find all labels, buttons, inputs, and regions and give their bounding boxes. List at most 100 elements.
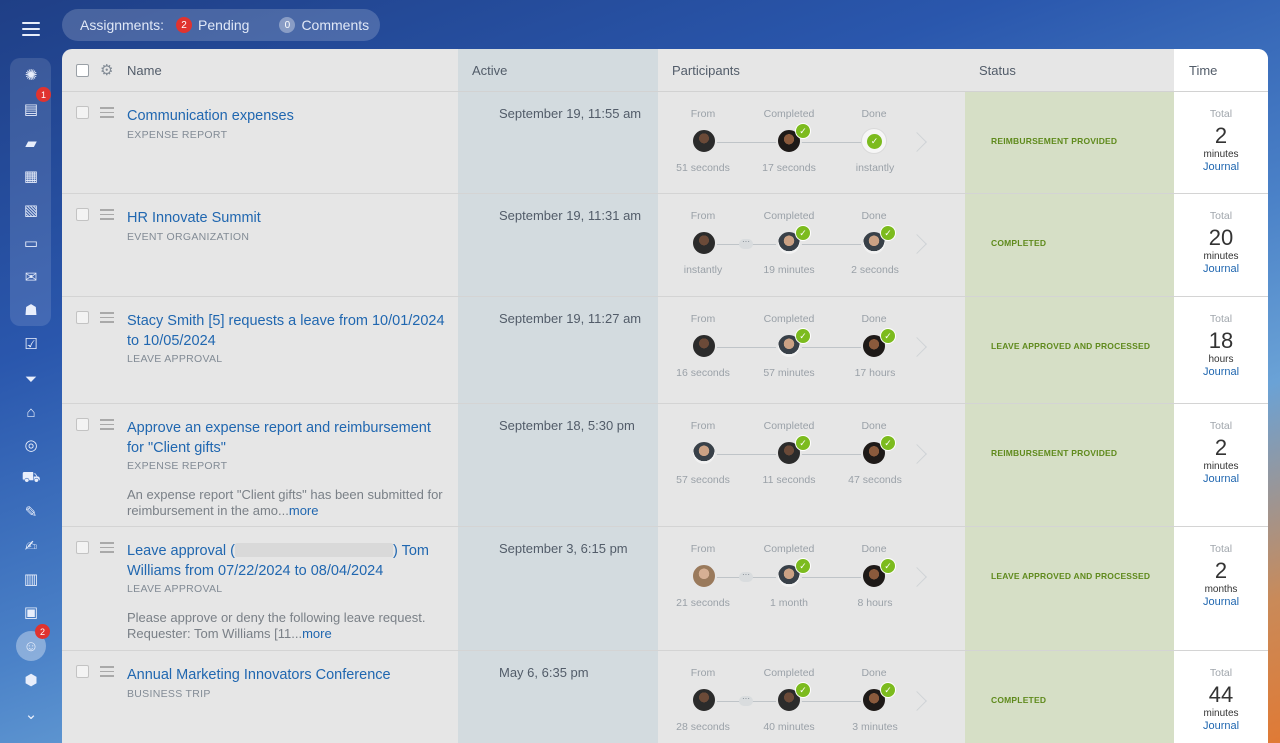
feed-icon[interactable]: ▤ 1: [15, 87, 51, 124]
row-checkbox[interactable]: [76, 208, 89, 221]
sites-icon[interactable]: ⌂: [26, 403, 36, 421]
avatar[interactable]: [776, 333, 802, 359]
header-status[interactable]: Status: [979, 63, 1016, 78]
row-menu-icon[interactable]: [100, 542, 114, 553]
avatar[interactable]: [861, 687, 887, 713]
row-title[interactable]: HR Innovate Summit: [127, 210, 261, 226]
pending-count[interactable]: 2: [176, 17, 193, 33]
table-row[interactable]: Stacy Smith [5] requests a leave from 10…: [62, 297, 1268, 404]
mail-icon[interactable]: ✉: [24, 269, 38, 286]
journal-link[interactable]: Journal: [1202, 473, 1240, 485]
comments-count[interactable]: 0: [279, 17, 296, 33]
stage-from-label: From: [690, 108, 716, 120]
avatar[interactable]: [691, 128, 717, 154]
row-checkbox[interactable]: [76, 418, 89, 431]
sidebar-pinned-group: [10, 58, 51, 326]
contacts-icon[interactable]: ▣: [23, 604, 39, 621]
status-column-bg: [965, 92, 1174, 743]
team-icon[interactable]: ☗: [24, 302, 38, 319]
goals-icon[interactable]: ◎: [24, 437, 38, 454]
stage-done-label: Done: [861, 108, 887, 120]
completed-time: 40 minutes: [763, 721, 815, 733]
more-icon[interactable]: ⌄: [24, 706, 38, 723]
time-value: 2: [1214, 435, 1228, 460]
completed-time: 19 minutes: [763, 264, 815, 276]
more-link[interactable]: more: [288, 502, 319, 518]
avatar[interactable]: [861, 440, 887, 466]
active-column-bg: [458, 49, 658, 743]
journal-link[interactable]: Journal: [1202, 596, 1240, 608]
avatar[interactable]: [776, 230, 802, 256]
copilot-icon[interactable]: ✺: [24, 67, 38, 84]
row-menu-icon[interactable]: [100, 107, 114, 118]
more-participants-icon[interactable]: ···: [739, 695, 753, 706]
time-total-label: Total: [1209, 210, 1233, 222]
avatar[interactable]: [691, 687, 717, 713]
journal-link[interactable]: Journal: [1202, 720, 1240, 732]
table-row[interactable]: Approve an expense report and reimbursem…: [62, 404, 1268, 527]
chevron-right-icon[interactable]: [907, 234, 927, 254]
avatar[interactable]: [691, 440, 717, 466]
row-checkbox[interactable]: [76, 311, 89, 324]
document-icon[interactable]: ▧: [23, 202, 39, 219]
stage-completed-label: Completed: [763, 313, 815, 325]
row-menu-icon[interactable]: [100, 419, 114, 430]
chevron-right-icon[interactable]: [907, 691, 927, 711]
settings-gear-icon[interactable]: ⚙: [100, 62, 114, 79]
more-participants-icon[interactable]: ···: [739, 238, 753, 249]
more-link[interactable]: more: [302, 625, 332, 641]
crm-icon[interactable]: ⏷: [24, 370, 37, 388]
avatar[interactable]: [776, 687, 802, 713]
header-participants[interactable]: Participants: [672, 63, 740, 78]
status-badge: REIMBURSEMENT PROVIDED: [991, 448, 1118, 458]
table-row[interactable]: Annual Marketing Innovators Conference B…: [62, 651, 1268, 743]
header-name[interactable]: Name: [127, 63, 162, 78]
sign-icon[interactable]: ✍: [24, 538, 38, 555]
journal-link[interactable]: Journal: [1202, 263, 1240, 275]
grid-header: ⚙ Name Active Participants Status Time: [62, 49, 1268, 92]
select-all-checkbox[interactable]: [76, 64, 89, 77]
table-row[interactable]: Communication expenses EXPENSE REPORT Se…: [62, 92, 1268, 194]
table-row[interactable]: HR Innovate Summit EVENT ORGANIZATION Se…: [62, 194, 1268, 297]
inventory-icon[interactable]: ⬢: [24, 672, 38, 689]
chevron-right-icon[interactable]: [907, 444, 927, 464]
row-title[interactable]: Leave approval () Tom Williams from 07/2…: [127, 542, 447, 581]
table-row[interactable]: Leave approval () Tom Williams from 07/2…: [62, 527, 1268, 651]
stage-completed-label: Completed: [763, 543, 815, 555]
header-active[interactable]: Active: [472, 63, 508, 78]
comments-filter[interactable]: Comments: [301, 17, 370, 33]
row-checkbox[interactable]: [76, 106, 89, 119]
row-title[interactable]: Communication expenses: [127, 108, 294, 124]
avatar[interactable]: [691, 333, 717, 359]
bot-icon[interactable]: ☺ 2: [16, 624, 50, 661]
drive-icon[interactable]: ▭: [23, 235, 39, 252]
avatar[interactable]: [691, 563, 717, 589]
chat-icon[interactable]: ▰: [25, 135, 37, 152]
row-checkbox[interactable]: [76, 665, 89, 678]
calendar-icon[interactable]: ▦: [23, 168, 39, 185]
tasks-icon[interactable]: ☑: [24, 336, 38, 353]
automation-icon[interactable]: ✎: [24, 504, 38, 521]
row-menu-icon[interactable]: [100, 209, 114, 220]
avatar[interactable]: [691, 230, 717, 256]
chevron-right-icon[interactable]: [907, 337, 927, 357]
status-badge: REIMBURSEMENT PROVIDED: [991, 136, 1118, 146]
chevron-right-icon[interactable]: [907, 132, 927, 152]
row-title[interactable]: Annual Marketing Innovators Conference: [127, 667, 391, 683]
row-menu-icon[interactable]: [100, 312, 114, 323]
row-checkbox[interactable]: [76, 541, 89, 554]
more-participants-icon[interactable]: ···: [739, 571, 753, 582]
row-title[interactable]: Stacy Smith [5] requests a leave from 10…: [127, 313, 445, 349]
journal-link[interactable]: Journal: [1202, 161, 1240, 173]
chevron-right-icon[interactable]: [907, 567, 927, 587]
row-title[interactable]: Approve an expense report and reimbursem…: [127, 420, 431, 456]
completed-time: 17 seconds: [762, 162, 816, 174]
analytics-icon[interactable]: ▥: [23, 571, 39, 588]
pending-filter[interactable]: Pending: [198, 17, 250, 33]
shop-icon[interactable]: ⛟: [21, 468, 41, 486]
journal-link[interactable]: Journal: [1202, 366, 1240, 378]
header-time[interactable]: Time: [1189, 63, 1218, 78]
row-menu-icon[interactable]: [100, 666, 114, 677]
menu-icon[interactable]: [22, 22, 40, 36]
stage-completed-label: Completed: [763, 210, 815, 222]
